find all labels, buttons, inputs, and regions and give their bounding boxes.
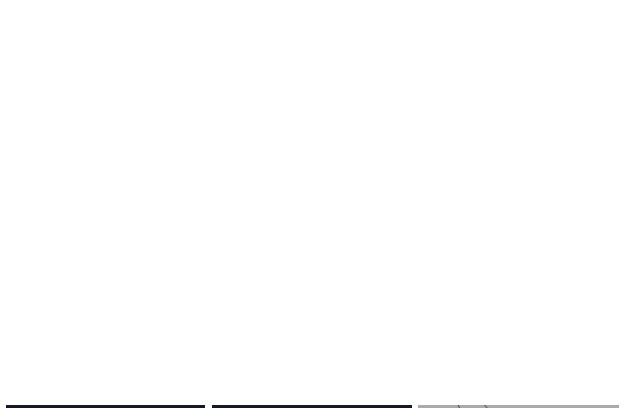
Polygon shape [417,405,619,408]
Polygon shape [6,405,205,408]
Polygon shape [212,405,412,408]
